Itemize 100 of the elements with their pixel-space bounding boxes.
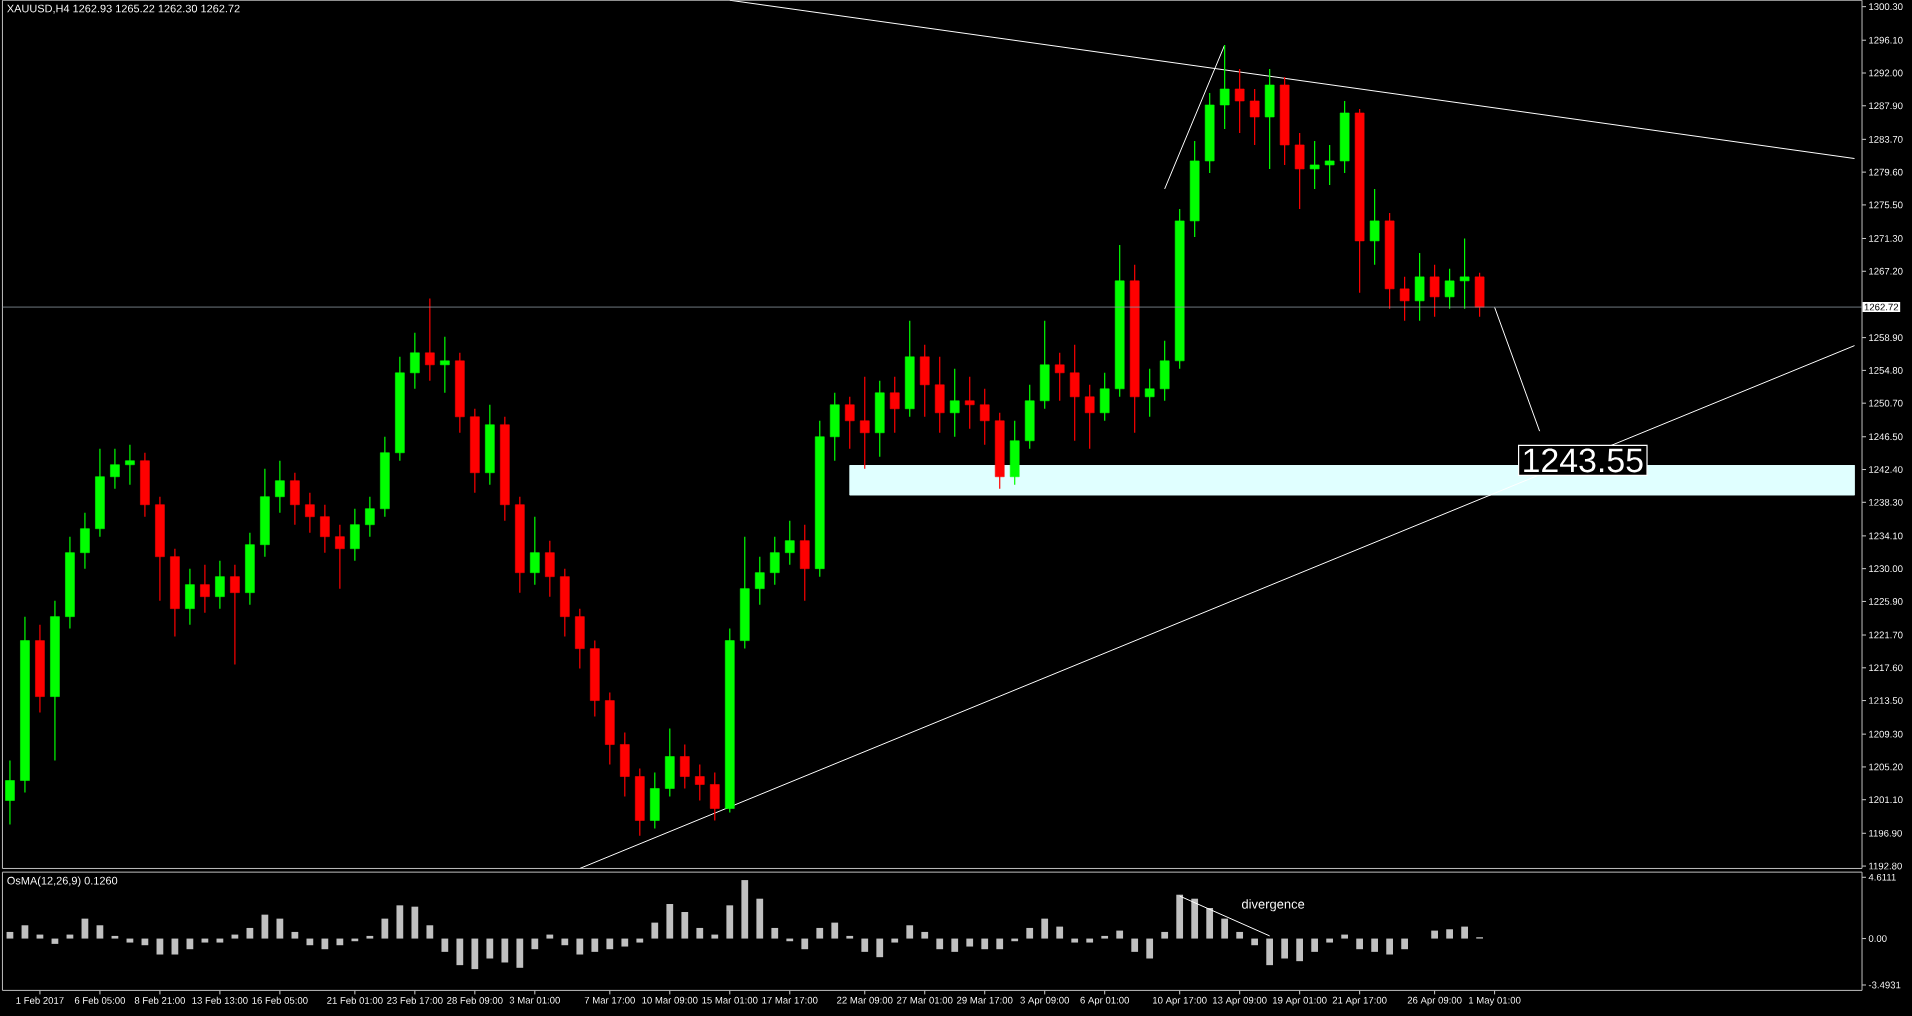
y-tick-label: 1254.80 xyxy=(1869,367,1903,374)
candlestick xyxy=(754,556,765,606)
x-tick-label: 3 Mar 01:00 xyxy=(509,996,560,1004)
bar xyxy=(951,938,959,952)
candlestick xyxy=(125,444,135,486)
x-tick-label: 22 Mar 09:00 xyxy=(837,996,893,1004)
candlestick xyxy=(1084,384,1095,450)
x-tick-label: 15 Mar 01:00 xyxy=(702,996,758,1004)
candlestick xyxy=(1309,140,1320,190)
bar xyxy=(936,938,944,950)
bar xyxy=(1446,929,1453,939)
bar xyxy=(636,938,644,943)
bar xyxy=(1221,918,1229,939)
bar xyxy=(6,931,14,939)
bar xyxy=(1461,926,1468,939)
bar xyxy=(321,938,329,950)
y-tick-label: 1242.40 xyxy=(1869,466,1903,473)
bar xyxy=(846,935,854,939)
bar xyxy=(381,918,389,939)
candlestick xyxy=(784,520,795,566)
y-tick-label: 1296.10 xyxy=(1869,36,1903,44)
bar xyxy=(1296,938,1304,962)
bar xyxy=(1101,935,1109,939)
bar xyxy=(96,925,104,939)
x-tick-label: 1 Feb 2017 xyxy=(16,996,64,1004)
bar xyxy=(1311,938,1319,952)
y-tick-label: -3.4931 xyxy=(1868,981,1901,989)
candlestick xyxy=(410,332,420,390)
bar xyxy=(546,934,554,939)
bar xyxy=(921,931,929,939)
candlestick xyxy=(290,472,300,526)
bar xyxy=(966,938,974,947)
bar xyxy=(576,938,584,955)
bar xyxy=(1326,938,1334,943)
candlestick xyxy=(1219,44,1230,130)
bar xyxy=(561,938,569,946)
y-tick-label: 1279.60 xyxy=(1869,168,1903,176)
bar xyxy=(681,911,689,939)
candlestick xyxy=(1369,188,1380,266)
bar xyxy=(411,906,419,939)
bar xyxy=(1086,938,1094,943)
x-tick-label: 13 Feb 13:00 xyxy=(192,996,248,1004)
candlestick xyxy=(80,512,90,570)
candlestick xyxy=(185,568,195,626)
y-tick-label: 1246.50 xyxy=(1869,433,1903,441)
bar xyxy=(1371,938,1379,952)
candlestick xyxy=(1069,344,1080,442)
bar xyxy=(1161,931,1169,939)
candlestick xyxy=(949,368,960,438)
bar xyxy=(831,922,839,939)
y-tick-label: 1287.90 xyxy=(1869,102,1903,110)
y-tick-label: 1230.00 xyxy=(1869,565,1903,573)
x-tick-label: 26 Apr 09:00 xyxy=(1407,996,1462,1006)
candlestick xyxy=(769,536,780,586)
candlestick xyxy=(200,564,210,614)
candlestick xyxy=(1144,368,1155,418)
x-tick-label: 13 Apr 09:00 xyxy=(1212,996,1267,1006)
x-tick-label: 21 Feb 01:00 xyxy=(327,996,383,1004)
bar xyxy=(801,938,809,950)
x-tick-label: 27 Mar 01:00 xyxy=(897,996,953,1004)
bar xyxy=(1176,894,1184,939)
y-tick-label: 1196.90 xyxy=(1869,829,1902,837)
candlestick xyxy=(844,396,855,450)
bar xyxy=(876,938,884,958)
bar xyxy=(726,905,734,939)
bar xyxy=(711,934,719,939)
bar xyxy=(741,880,749,939)
x-tick-label: 8 Feb 21:00 xyxy=(134,996,186,1004)
y-tick-label: 1275.50 xyxy=(1869,201,1903,209)
x-tick-label: 3 Apr 09:00 xyxy=(1020,996,1070,1006)
y-tick-label: 1217.60 xyxy=(1869,664,1903,672)
bar xyxy=(816,927,824,939)
bar xyxy=(666,904,674,939)
bar xyxy=(606,938,614,950)
candlestick xyxy=(1429,264,1440,318)
bar xyxy=(891,938,899,943)
bar xyxy=(1431,930,1438,939)
bar xyxy=(1341,934,1349,939)
bar xyxy=(1131,938,1139,952)
x-tick-label: 16 Feb 05:00 xyxy=(252,996,308,1004)
x-tick-label: 10 Mar 09:00 xyxy=(642,996,698,1004)
bar xyxy=(861,938,869,952)
bar xyxy=(1386,938,1393,955)
bar xyxy=(1056,926,1064,939)
candlestick xyxy=(1324,144,1335,186)
bar xyxy=(246,927,254,939)
candlestick xyxy=(215,560,225,610)
candlestick xyxy=(365,496,375,538)
candlestick xyxy=(1099,372,1110,422)
bar xyxy=(1026,927,1034,939)
bar xyxy=(621,938,629,947)
x-tick-label: 10 Apr 17:00 xyxy=(1153,996,1207,1006)
bar xyxy=(1281,938,1289,959)
bar xyxy=(396,905,404,939)
candlestick xyxy=(350,508,360,562)
bar xyxy=(501,938,509,963)
y-tick-label: 1271.30 xyxy=(1869,235,1903,242)
bar xyxy=(1356,938,1364,950)
y-tick-label: 1225.90 xyxy=(1869,598,1903,605)
y-tick-label: 1201.10 xyxy=(1869,796,1903,804)
